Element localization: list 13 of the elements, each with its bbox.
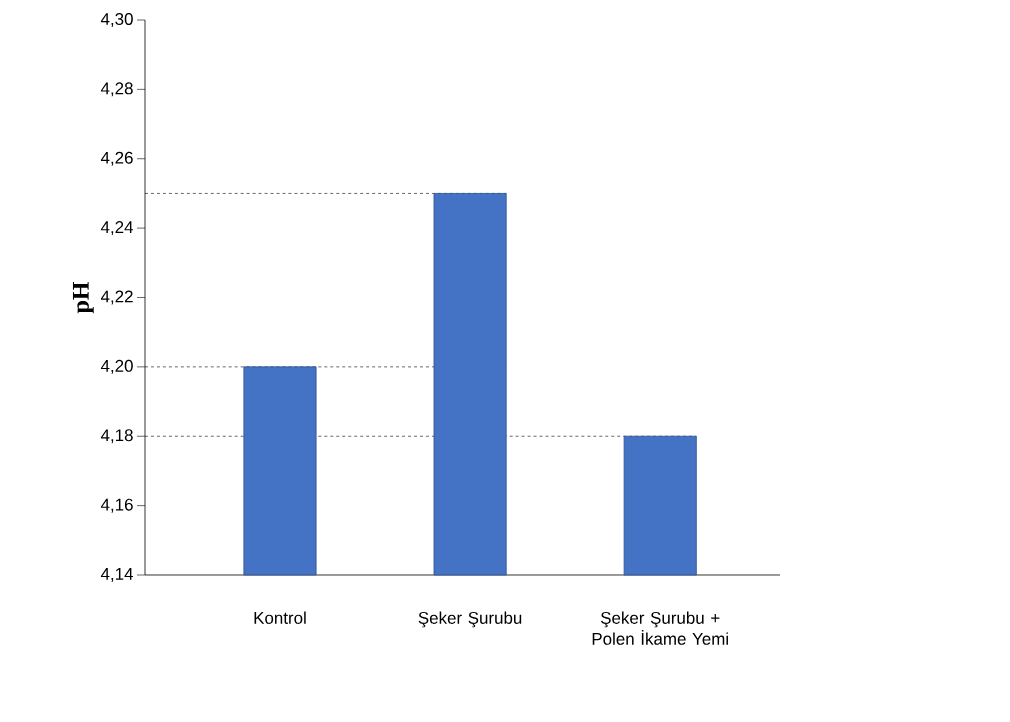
y-tick-label: 4,30	[100, 13, 133, 27]
y-tick-label: 4,24	[100, 221, 134, 236]
y-tick-label: 4,22	[100, 290, 133, 305]
x-tick-label: Kontrol	[254, 611, 306, 624]
y-tick-label: 4,16	[100, 498, 133, 513]
y-tick-label: 4,18	[100, 429, 133, 444]
x-tick-label: Şeker Şurubu	[418, 611, 522, 628]
y-tick-label: 4,20	[100, 359, 133, 374]
x-tick-label: Şeker Şurubu + Polen İkame Yemi	[592, 611, 728, 645]
y-tick-label: 4,14	[100, 568, 134, 582]
y-axis-title: pH	[72, 281, 94, 314]
y-tick-label: 4,28	[100, 82, 133, 97]
y-tick-label: 4,26	[100, 151, 133, 166]
